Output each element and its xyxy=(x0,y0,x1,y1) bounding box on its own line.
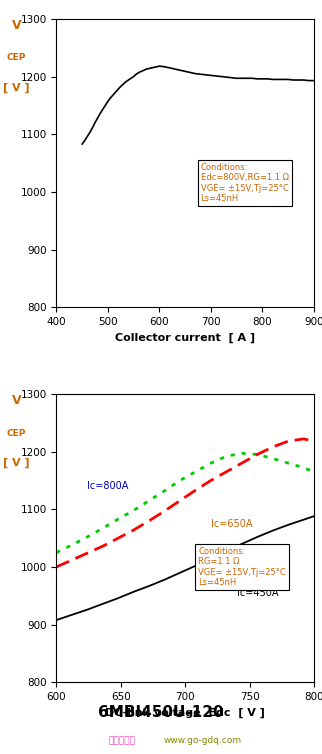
Ic=650A xyxy=(147,516,151,526)
Ic=800A xyxy=(132,506,136,515)
Ic=450A xyxy=(312,512,316,521)
Ic=800A xyxy=(240,449,244,458)
Ic=650A xyxy=(240,458,244,467)
Text: V: V xyxy=(12,19,21,32)
Ic=800A xyxy=(224,452,228,461)
Ic=450A xyxy=(286,520,290,529)
Ic=650A xyxy=(312,437,316,446)
Ic=650A xyxy=(255,450,259,459)
Ic=650A xyxy=(70,556,74,565)
X-axis label: DC-link voltage  Edc  [ V ]: DC-link voltage Edc [ V ] xyxy=(105,708,265,718)
Ic=650A xyxy=(116,534,120,543)
Ic=450A xyxy=(271,526,275,535)
Ic=450A xyxy=(132,587,136,596)
Ic=800A xyxy=(209,458,213,467)
Ic=800A xyxy=(85,532,89,541)
Line: Ic=650A: Ic=650A xyxy=(56,439,314,567)
Text: CEP: CEP xyxy=(7,428,26,437)
Ic=650A xyxy=(271,443,275,452)
Text: [ V ]: [ V ] xyxy=(3,82,30,93)
Ic=450A xyxy=(70,610,74,619)
Ic=450A xyxy=(209,553,213,562)
Ic=450A xyxy=(85,605,89,615)
Text: V: V xyxy=(12,394,21,407)
Text: CEP: CEP xyxy=(7,54,26,63)
Ic=650A xyxy=(163,507,166,516)
Ic=650A xyxy=(54,562,58,572)
Ic=800A xyxy=(101,524,105,533)
Ic=800A xyxy=(312,467,316,477)
Ic=800A xyxy=(255,450,259,459)
Ic=450A xyxy=(163,575,166,584)
Ic=800A xyxy=(54,548,58,557)
Ic=450A xyxy=(178,569,182,578)
Ic=450A xyxy=(101,599,105,608)
Ic=650A xyxy=(209,476,213,485)
Line: Ic=800A: Ic=800A xyxy=(56,453,314,553)
Ic=450A xyxy=(224,547,228,556)
Ic=650A xyxy=(224,467,228,477)
Ic=450A xyxy=(147,581,151,590)
Text: Conditions:
RG=1.1 Ω
VGE= ±15V,Tj=25°C
Ls=45nH: Conditions: RG=1.1 Ω VGE= ±15V,Tj=25°C L… xyxy=(198,547,286,587)
Ic=650A xyxy=(286,437,290,446)
Ic=800A xyxy=(70,541,74,550)
Text: Ic=650A: Ic=650A xyxy=(211,519,252,529)
Ic=650A xyxy=(194,486,197,495)
Ic=650A xyxy=(85,549,89,558)
Ic=800A xyxy=(271,454,275,463)
Ic=450A xyxy=(54,615,58,624)
Ic=800A xyxy=(163,486,166,495)
Ic=800A xyxy=(178,476,182,485)
Text: 6MBI450U-120: 6MBI450U-120 xyxy=(98,705,224,720)
Ic=650A xyxy=(302,434,306,443)
Text: Conditions:
Edc=800V,RG=1.1 Ω
VGE= ±15V,Tj=25°C
Ls=45nH: Conditions: Edc=800V,RG=1.1 Ω VGE= ±15V,… xyxy=(201,163,289,204)
Ic=650A xyxy=(132,526,136,535)
Text: www.go-gdq.com: www.go-gdq.com xyxy=(164,736,242,745)
Ic=800A xyxy=(286,458,290,467)
Ic=450A xyxy=(302,515,306,524)
Ic=650A xyxy=(101,541,105,550)
Ic=800A xyxy=(147,496,151,505)
Text: Ic=450A: Ic=450A xyxy=(237,588,278,598)
X-axis label: Collector current  [ A ]: Collector current [ A ] xyxy=(115,333,255,343)
Ic=800A xyxy=(116,514,120,523)
Ic=450A xyxy=(116,593,120,602)
Line: Ic=450A: Ic=450A xyxy=(56,516,314,620)
Ic=650A xyxy=(178,496,182,505)
Text: Ic=800A: Ic=800A xyxy=(87,481,128,491)
Text: 广电电器网: 广电电器网 xyxy=(109,736,136,745)
Ic=800A xyxy=(302,463,306,472)
Ic=450A xyxy=(194,561,197,570)
Ic=450A xyxy=(255,532,259,541)
Ic=450A xyxy=(240,539,244,548)
Ic=800A xyxy=(194,467,197,477)
Text: [ V ]: [ V ] xyxy=(3,458,30,467)
